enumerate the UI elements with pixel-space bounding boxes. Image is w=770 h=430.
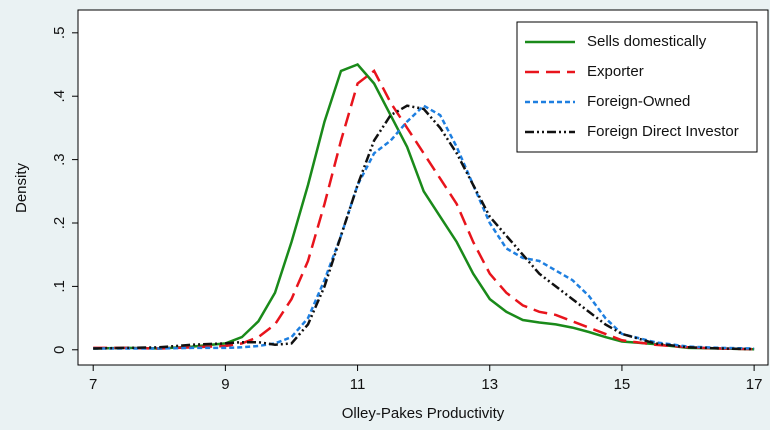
legend-box bbox=[516, 21, 758, 153]
x-tick-label: 17 bbox=[746, 376, 763, 393]
legend-label: Sells domestically bbox=[587, 33, 707, 50]
x-axis-label: Olley-Pakes Productivity bbox=[342, 405, 505, 422]
y-axis-label: Density bbox=[13, 162, 30, 213]
y-tick-label: .3 bbox=[51, 153, 68, 166]
y-tick-label: .1 bbox=[51, 280, 68, 293]
y-tick-label: .4 bbox=[51, 90, 68, 103]
y-tick-label: .5 bbox=[51, 27, 68, 40]
x-tick-label: 13 bbox=[481, 376, 498, 393]
x-tick-label: 9 bbox=[221, 376, 229, 393]
y-tick-label: 0 bbox=[51, 346, 68, 354]
x-tick-label: 15 bbox=[614, 376, 631, 393]
legend-label: Exporter bbox=[587, 63, 644, 80]
density-line bbox=[93, 104, 755, 351]
y-tick-label: .2 bbox=[51, 217, 68, 230]
x-tick-label: 7 bbox=[89, 376, 97, 393]
density-line bbox=[93, 63, 755, 351]
density-line bbox=[93, 104, 755, 350]
legend-label: Foreign-Owned bbox=[587, 93, 690, 110]
x-tick-label: 11 bbox=[350, 376, 366, 393]
legend-label: Foreign Direct Investor bbox=[587, 123, 739, 140]
